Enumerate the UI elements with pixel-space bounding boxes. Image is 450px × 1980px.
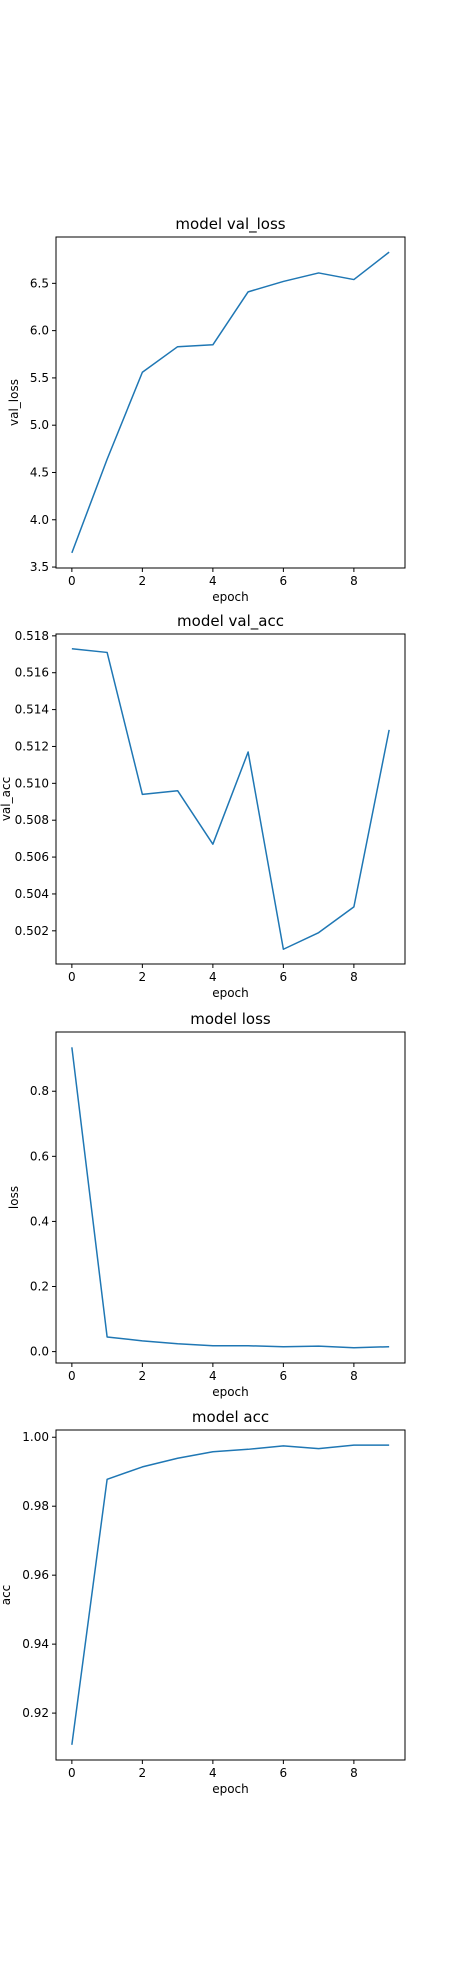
y-tick-label: 4.5 xyxy=(30,465,49,479)
x-tick-label: 4 xyxy=(209,1369,217,1383)
x-axis-label: epoch xyxy=(212,1782,249,1796)
y-tick-label: 0.502 xyxy=(15,924,49,938)
axes-frame xyxy=(55,633,406,965)
x-tick-label: 8 xyxy=(350,1766,358,1780)
x-tick-label: 2 xyxy=(139,1766,147,1780)
x-tick-label: 4 xyxy=(209,970,217,984)
x-tick-label: 4 xyxy=(209,574,217,588)
x-tick-label: 8 xyxy=(350,970,358,984)
x-tick-label: 8 xyxy=(350,1369,358,1383)
y-tick-label: 0.94 xyxy=(22,1637,49,1651)
axes-frame xyxy=(55,1429,406,1761)
y-tick-label: 0.506 xyxy=(15,850,49,864)
y-tick-label: 0.510 xyxy=(15,776,49,790)
y-tick-label: 0.518 xyxy=(15,629,49,643)
y-tick-label: 5.0 xyxy=(30,418,49,432)
chart-2: model val_acc 0 2 4 6 8 0.502 0.504 0.506 0.508 0.… xyxy=(0,612,406,1000)
chart-1: model val_loss 0 2 4 6 8 3.5 4.0 4.5 5.0 5.5 6.0 6.5… xyxy=(7,215,406,604)
y-tick-label: 0.514 xyxy=(15,703,49,717)
y-tick-label: 0.8 xyxy=(30,1084,49,1098)
x-tick-label: 4 xyxy=(209,1766,217,1780)
y-tick-label: 0.4 xyxy=(30,1214,49,1228)
y-tick-label: 0.508 xyxy=(15,813,49,827)
y-axis-label: val_acc xyxy=(0,777,13,821)
x-tick-label: 6 xyxy=(280,1766,288,1780)
x-tick-label: 8 xyxy=(350,574,358,588)
y-tick-label: 0.2 xyxy=(30,1280,49,1294)
x-tick-label: 0 xyxy=(68,1766,76,1780)
y-tick-label: 0.92 xyxy=(22,1706,49,1720)
y-tick-label: 6.5 xyxy=(30,276,49,290)
series-line xyxy=(71,648,390,950)
y-tick-label: 0.6 xyxy=(30,1149,49,1163)
x-tick-label: 2 xyxy=(139,970,147,984)
x-axis-label: epoch xyxy=(212,986,249,1000)
chart-3: model loss 0 2 4 6 8 0.0 0.2 0.4 0.6 0.8 epoch loss xyxy=(7,1010,406,1399)
axes-frame xyxy=(55,1031,406,1364)
x-tick-label: 0 xyxy=(68,1369,76,1383)
chart-title: model val_acc xyxy=(177,612,284,631)
x-tick-label: 6 xyxy=(280,574,288,588)
y-axis-label: acc xyxy=(0,1585,13,1606)
x-axis-label: epoch xyxy=(212,1385,249,1399)
chart-4: model acc 0 2 4 6 8 0.92 0.94 0.96 0.98 1.00 epoch a… xyxy=(0,1408,406,1796)
x-tick-label: 6 xyxy=(280,970,288,984)
x-tick-label: 6 xyxy=(280,1369,288,1383)
y-tick-label: 0.516 xyxy=(15,666,49,680)
y-tick-label: 3.5 xyxy=(30,560,49,574)
series-line xyxy=(71,1444,390,1745)
x-tick-label: 0 xyxy=(68,574,76,588)
y-tick-label: 1.00 xyxy=(22,1430,49,1444)
y-tick-label: 5.5 xyxy=(30,371,49,385)
x-tick-label: 0 xyxy=(68,970,76,984)
y-tick-label: 0.512 xyxy=(15,739,49,753)
x-tick-label: 2 xyxy=(139,574,147,588)
chart-title: model val_loss xyxy=(175,215,285,234)
series-line xyxy=(71,251,390,554)
x-tick-label: 2 xyxy=(139,1369,147,1383)
y-tick-label: 0.504 xyxy=(15,887,49,901)
y-axis-label: loss xyxy=(7,1186,21,1209)
y-axis-label: val_loss xyxy=(7,379,21,426)
y-tick-label: 0.98 xyxy=(22,1499,49,1513)
chart-title: model loss xyxy=(190,1010,271,1028)
x-axis-label: epoch xyxy=(212,590,249,604)
chart-title: model acc xyxy=(192,1408,269,1426)
y-tick-label: 6.0 xyxy=(30,324,49,338)
y-tick-label: 0.96 xyxy=(22,1568,49,1582)
y-tick-label: 4.0 xyxy=(30,513,49,527)
axes-frame xyxy=(55,236,406,569)
y-tick-label: 0.0 xyxy=(30,1345,49,1359)
series-line xyxy=(71,1047,390,1349)
